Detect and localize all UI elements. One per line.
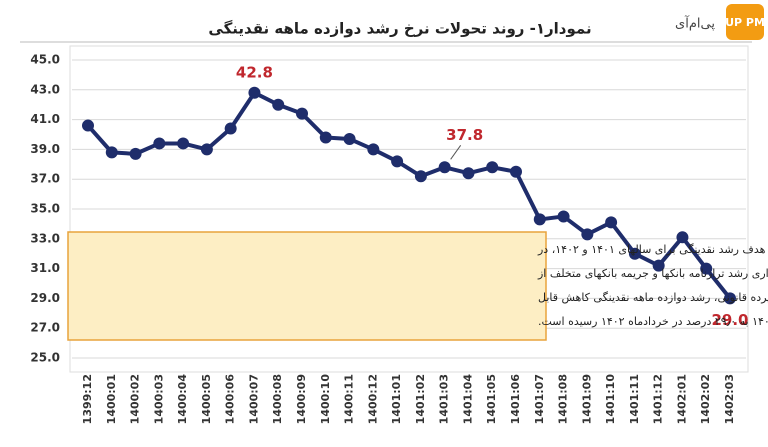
x-tick-label: 1401:04: [461, 374, 474, 425]
annotation-line: حدود تعیین شده از طریق افزایش نسبت سپرده…: [538, 291, 768, 305]
y-tick-label: 37.0: [30, 172, 60, 186]
y-tick-label: 29.0: [30, 291, 60, 305]
logo-text: پی‌ام‌آی: [675, 15, 715, 32]
data-point: [510, 165, 522, 178]
y-tick-label: 45.0: [30, 53, 60, 67]
x-tick-label: 1401:10: [604, 374, 617, 425]
label-leader: [450, 144, 462, 160]
data-point: [438, 161, 451, 174]
x-tick-label: 1401:05: [485, 374, 498, 424]
y-tick-label: 25.0: [30, 351, 60, 365]
y-tick-label: 39.0: [30, 142, 60, 156]
value-label: 37.8: [446, 126, 483, 144]
x-tick-label: 1402:01: [675, 374, 688, 424]
data-point: [224, 122, 237, 135]
data-point: [200, 143, 213, 156]
data-point: [724, 292, 736, 305]
x-tick-label: 1402:03: [723, 374, 736, 424]
x-tick-label: 1401:12: [652, 374, 665, 424]
data-point: [462, 167, 475, 180]
data-point: [581, 228, 594, 241]
chart-title: نمودار۱- روند تحولات نرخ رشد دوازده ماهه…: [208, 20, 591, 38]
x-tick-label: 1400:02: [129, 374, 142, 424]
data-point: [533, 213, 546, 226]
x-tick-label: 1400:08: [271, 374, 284, 424]
data-point: [676, 231, 689, 244]
data-point: [700, 262, 713, 275]
y-tick-label: 35.0: [30, 202, 60, 216]
x-tick-label: 1401:07: [533, 374, 546, 424]
data-point: [129, 147, 142, 160]
y-tick-label: 41.0: [30, 112, 60, 126]
plot-frame: [69, 45, 749, 373]
data-point: [605, 216, 618, 229]
logo-badge-text: UP PM: [725, 16, 765, 29]
data-point: [414, 170, 427, 183]
data-point: [177, 137, 190, 150]
data-point: [296, 107, 308, 120]
value-label: 42.8: [236, 63, 273, 81]
x-tick-label: 1401:02: [414, 374, 427, 424]
x-tick-label: 1402:02: [699, 374, 712, 424]
logo-badge: [726, 4, 764, 40]
data-line: [86, 90, 732, 300]
x-tick-label: 1400:03: [152, 374, 165, 424]
x-tick-label: 1401:11: [628, 374, 641, 424]
data-point: [652, 259, 665, 272]
data-point: [248, 86, 261, 99]
annotation-line: توجهی یافته و از ۴۲٫۸ درصد در مهرماه ۱۴۰…: [538, 315, 768, 328]
x-tick-label: 1401:09: [580, 374, 593, 424]
y-tick-label: 33.0: [30, 231, 60, 245]
data-point: [319, 131, 332, 144]
value-label: 29.0: [711, 311, 748, 329]
data-point: [367, 143, 380, 156]
x-tick-label: 1400:12: [366, 374, 379, 424]
x-tick-label: 1400:05: [200, 374, 213, 424]
data-point: [105, 146, 118, 159]
x-tick-label: 1400:04: [176, 374, 189, 425]
x-tick-label: 1400:06: [224, 374, 237, 425]
y-tick-label: 27.0: [30, 321, 60, 335]
data-point: [82, 119, 94, 132]
data-point: [272, 98, 285, 111]
x-tick-label: 1400:11: [343, 374, 356, 424]
data-point: [343, 132, 356, 145]
annotation-line: کنار پیگیری جدی سیاست کنترل مقداری رشد ت…: [537, 267, 768, 280]
x-tick-label: 1400:01: [105, 374, 118, 424]
x-tick-label: 1401:06: [509, 374, 522, 425]
data-point: [486, 161, 499, 174]
data-point: [628, 247, 641, 260]
data-point: [557, 210, 570, 223]
y-tick-label: 31.0: [30, 261, 60, 275]
x-tick-label: 1401:03: [438, 374, 451, 424]
x-tick-label: 1400:07: [247, 374, 260, 424]
x-tick-label: 1401:08: [557, 374, 570, 424]
annotation-line: به دنبال تدوین و اجرای برنامه پولی و تعی…: [537, 243, 768, 256]
data-point: [391, 155, 404, 168]
x-tick-label: 1400:10: [319, 374, 332, 425]
x-tick-label: 1399:12: [81, 374, 94, 424]
y-tick-label: 43.0: [30, 82, 60, 96]
x-tick-label: 1400:09: [295, 374, 308, 424]
x-tick-label: 1401:01: [390, 374, 403, 424]
annotation-box: [67, 231, 547, 341]
data-point: [153, 137, 166, 150]
